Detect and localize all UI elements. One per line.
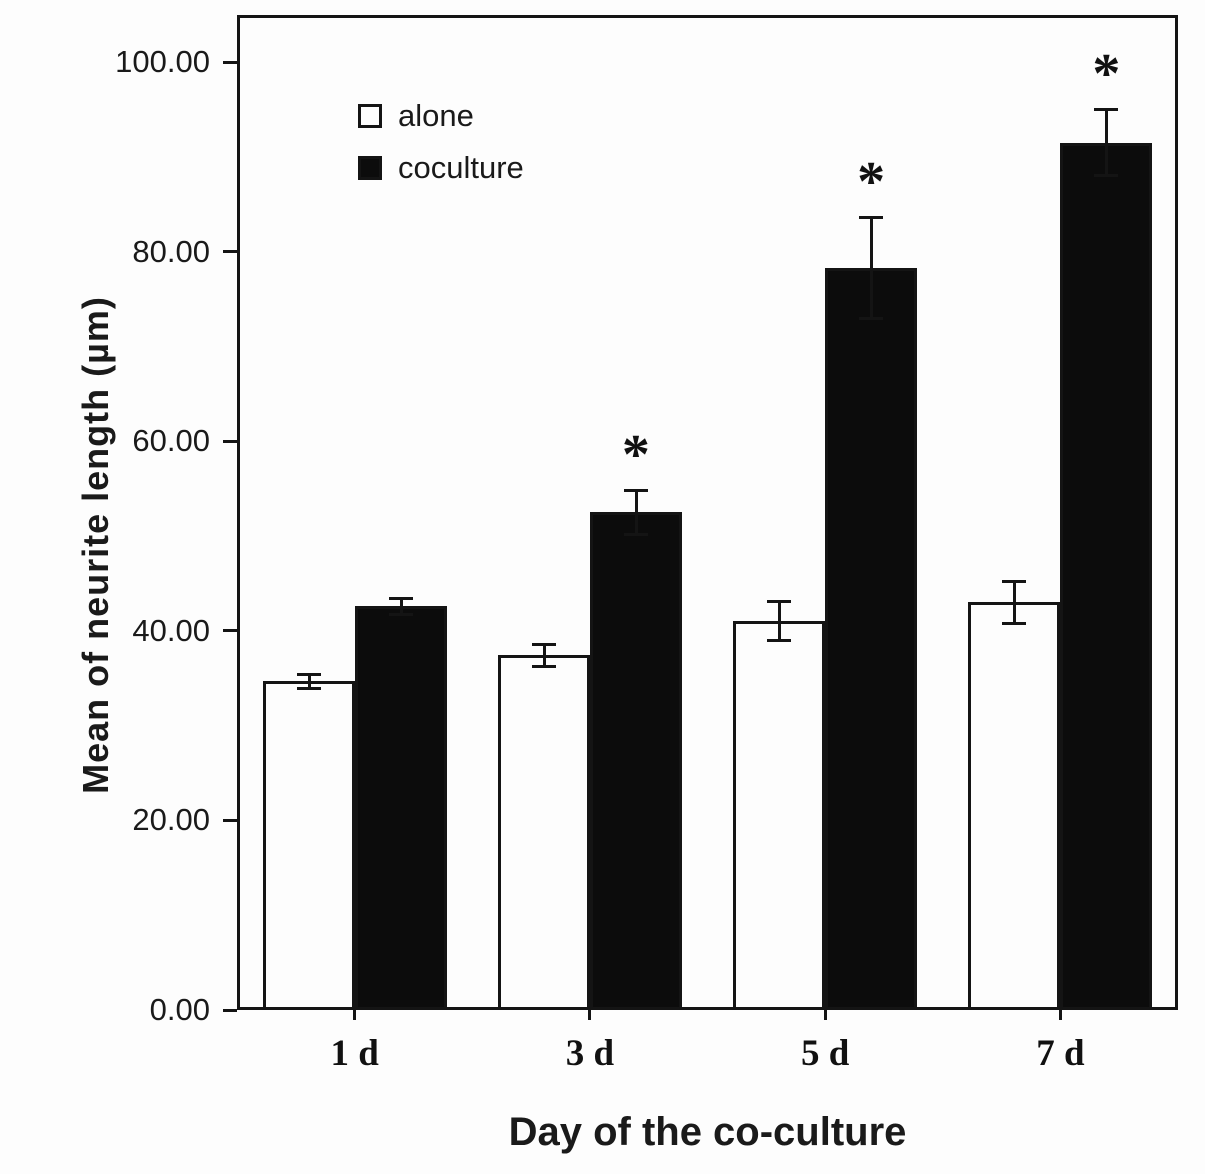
- significance-star-5d: *: [857, 150, 886, 213]
- error-bar-alone-7d: [1002, 579, 1027, 626]
- legend-label-coculture: coculture: [398, 150, 524, 185]
- y-tick-mark: [223, 439, 237, 443]
- significance-star-3d: *: [621, 423, 650, 486]
- y-tick-label: 60.00: [132, 423, 210, 459]
- error-bar-coculture-7d: [1094, 108, 1119, 177]
- error-bar-coculture-1d: [388, 596, 413, 616]
- bar-coculture-3d: [589, 512, 682, 1010]
- x-tick-label: 7 d: [1036, 1033, 1085, 1074]
- x-tick-label: 3 d: [565, 1033, 615, 1074]
- plot-area: alone coculture * * *: [237, 15, 1178, 1010]
- y-tick-label: 0.00: [149, 992, 210, 1027]
- legend-item-coculture: coculture: [358, 150, 524, 186]
- x-tick-mark: [823, 1010, 827, 1020]
- error-bar-alone-1d: [296, 672, 321, 690]
- y-tick-label: 40.00: [132, 612, 210, 648]
- legend-item-alone: alone: [358, 98, 524, 134]
- legend-swatch-coculture: [358, 156, 382, 180]
- bar-alone-1d: [262, 681, 355, 1010]
- bar-coculture-7d: [1060, 142, 1153, 1010]
- y-tick-mark: [223, 250, 237, 254]
- bar-alone-5d: [733, 621, 826, 1010]
- bars-layer: * * *: [237, 15, 1178, 1010]
- error-bar-alone-3d: [531, 643, 556, 668]
- bar-alone-7d: [968, 602, 1061, 1010]
- bar-alone-3d: [497, 655, 590, 1010]
- y-tick-label: 20.00: [132, 802, 210, 838]
- legend: alone coculture: [358, 98, 524, 202]
- significance-star-7d: *: [1092, 43, 1121, 106]
- error-bar-alone-5d: [767, 600, 792, 643]
- bar-coculture-1d: [354, 606, 447, 1010]
- y-tick-label: 80.00: [132, 233, 210, 269]
- error-bar-coculture-5d: [859, 215, 884, 320]
- y-tick-mark: [223, 1008, 237, 1012]
- x-tick-mark: [588, 1010, 592, 1020]
- x-tick-label: 1 d: [330, 1033, 379, 1074]
- y-tick-mark: [223, 818, 237, 822]
- legend-label-alone: alone: [398, 98, 474, 133]
- x-tick-mark: [1058, 1010, 1062, 1020]
- legend-swatch-alone: [358, 104, 382, 128]
- error-bar-coculture-3d: [623, 488, 648, 536]
- y-tick-mark: [223, 629, 237, 633]
- y-tick-mark: [223, 60, 237, 64]
- bar-coculture-5d: [825, 267, 918, 1010]
- y-tick-label: 100.00: [115, 44, 210, 79]
- x-tick-label: 5 d: [800, 1033, 850, 1074]
- x-tick-mark: [353, 1010, 357, 1020]
- x-axis-title: Day of the co-culture: [508, 1110, 907, 1154]
- y-axis-title: Mean of neurite length (µm): [75, 296, 116, 794]
